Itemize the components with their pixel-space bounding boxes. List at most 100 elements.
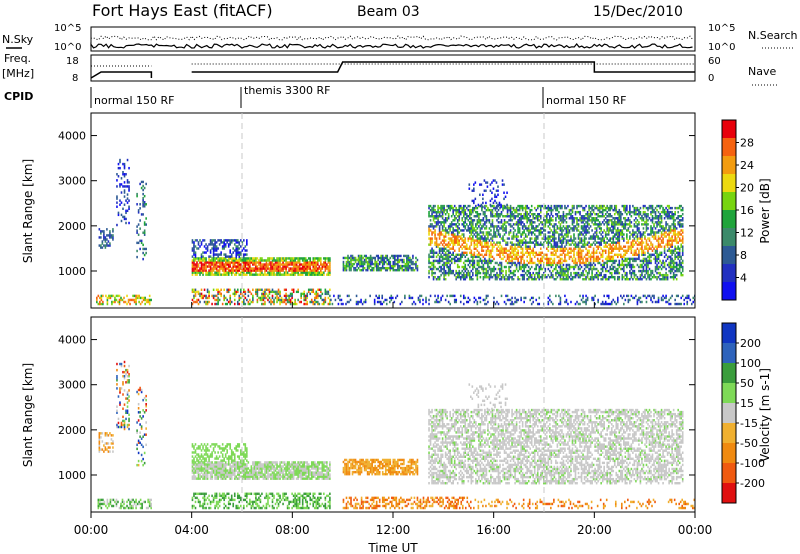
echo-cell xyxy=(615,269,618,273)
echo-cell xyxy=(663,208,666,212)
echo-cell xyxy=(309,292,312,296)
echo-cell xyxy=(381,266,384,270)
echo-cell xyxy=(398,258,401,262)
echo-cell xyxy=(547,231,550,234)
echo-cell xyxy=(239,257,242,260)
echo-cell xyxy=(583,245,586,248)
echo-cell xyxy=(193,241,195,244)
echo-cell xyxy=(653,208,655,212)
echo-cell xyxy=(469,217,471,220)
echo-cell xyxy=(329,259,331,262)
echo-cell xyxy=(467,215,470,218)
echo-cell xyxy=(553,225,556,228)
echo-cell xyxy=(212,263,215,266)
echo-cell xyxy=(315,292,318,296)
echo-cell xyxy=(586,251,589,255)
echo-cell xyxy=(535,239,538,242)
echo-cell xyxy=(490,229,492,232)
echo-cell xyxy=(261,294,263,298)
echo-cell xyxy=(546,259,548,263)
echo-cell xyxy=(434,259,436,263)
echo-cell xyxy=(662,239,664,242)
cpid-segment-3: normal 150 RF xyxy=(546,94,627,107)
echo-cell xyxy=(261,265,263,268)
echo-cell xyxy=(320,257,322,260)
echo-cell xyxy=(607,259,610,263)
echo-cell xyxy=(444,243,447,246)
echo-cell xyxy=(469,204,471,208)
echo-cell xyxy=(511,241,513,244)
echo-cell xyxy=(529,221,532,224)
echo-cell xyxy=(144,296,146,300)
echo-cell xyxy=(546,219,548,222)
echo-cell xyxy=(200,267,203,270)
echo-cell xyxy=(580,217,583,220)
echo-cell xyxy=(499,261,501,265)
echo-cell xyxy=(487,269,489,273)
echo-cell xyxy=(246,263,248,266)
echo-cell xyxy=(112,294,115,298)
echo-cell xyxy=(642,265,645,269)
echo-cell xyxy=(547,263,550,267)
echo-cell xyxy=(607,215,610,218)
echo-cell xyxy=(366,256,369,260)
echo-cell xyxy=(230,257,233,260)
echo-cell xyxy=(441,247,444,250)
echo-cell xyxy=(582,227,584,230)
echo-cell xyxy=(261,269,263,272)
echo-cell xyxy=(647,265,649,269)
echo-cell xyxy=(241,259,244,262)
echo-cell xyxy=(239,263,242,266)
echo-cell xyxy=(288,261,290,264)
echo-cell xyxy=(464,265,467,269)
echo-cell xyxy=(437,261,439,265)
echo-cell xyxy=(345,266,348,270)
echo-cell xyxy=(512,251,515,255)
echo-cell xyxy=(576,253,578,257)
echo-cell xyxy=(236,247,239,250)
echo-cell xyxy=(642,217,645,220)
echo-cell xyxy=(639,277,642,281)
echo-cell xyxy=(568,251,571,255)
echo-cell xyxy=(517,231,519,234)
echo-cell xyxy=(469,221,471,224)
echo-cell xyxy=(230,261,233,264)
echo-cell xyxy=(435,237,438,240)
echo-cell xyxy=(606,237,609,240)
echo-cell xyxy=(544,257,547,261)
echo-cell xyxy=(616,277,619,281)
echo-cell xyxy=(663,235,666,238)
echo-cell xyxy=(659,217,661,220)
echo-cell xyxy=(577,271,580,275)
echo-cell xyxy=(609,219,612,222)
echo-cell xyxy=(626,233,628,236)
echo-cell xyxy=(205,271,207,274)
echo-cell xyxy=(562,263,565,267)
echo-cell xyxy=(191,263,194,266)
echo-cell xyxy=(453,257,456,261)
echo-cell xyxy=(610,259,613,263)
echo-cell xyxy=(212,255,215,258)
echo-cell xyxy=(208,300,210,304)
echo-cell xyxy=(620,233,622,236)
echo-cell xyxy=(541,275,544,279)
echo-cell xyxy=(536,243,539,246)
echo-cell xyxy=(567,253,569,257)
echo-cell xyxy=(223,245,225,248)
echo-cell xyxy=(610,206,613,210)
echo-cell xyxy=(597,223,599,226)
echo-cell xyxy=(598,271,601,275)
echo-cell xyxy=(612,259,615,263)
echo-cell xyxy=(202,294,204,298)
echo-cell xyxy=(116,179,118,182)
echo-cell xyxy=(329,302,331,306)
echo-cell xyxy=(327,292,330,296)
echo-cell xyxy=(229,261,232,264)
echo-cell xyxy=(561,257,563,261)
echo-cell xyxy=(485,273,488,277)
echo-cell xyxy=(618,243,621,246)
echo-cell xyxy=(191,290,194,294)
echo-cell xyxy=(610,251,613,255)
echo-cell xyxy=(227,259,230,262)
echo-cell xyxy=(455,271,458,275)
